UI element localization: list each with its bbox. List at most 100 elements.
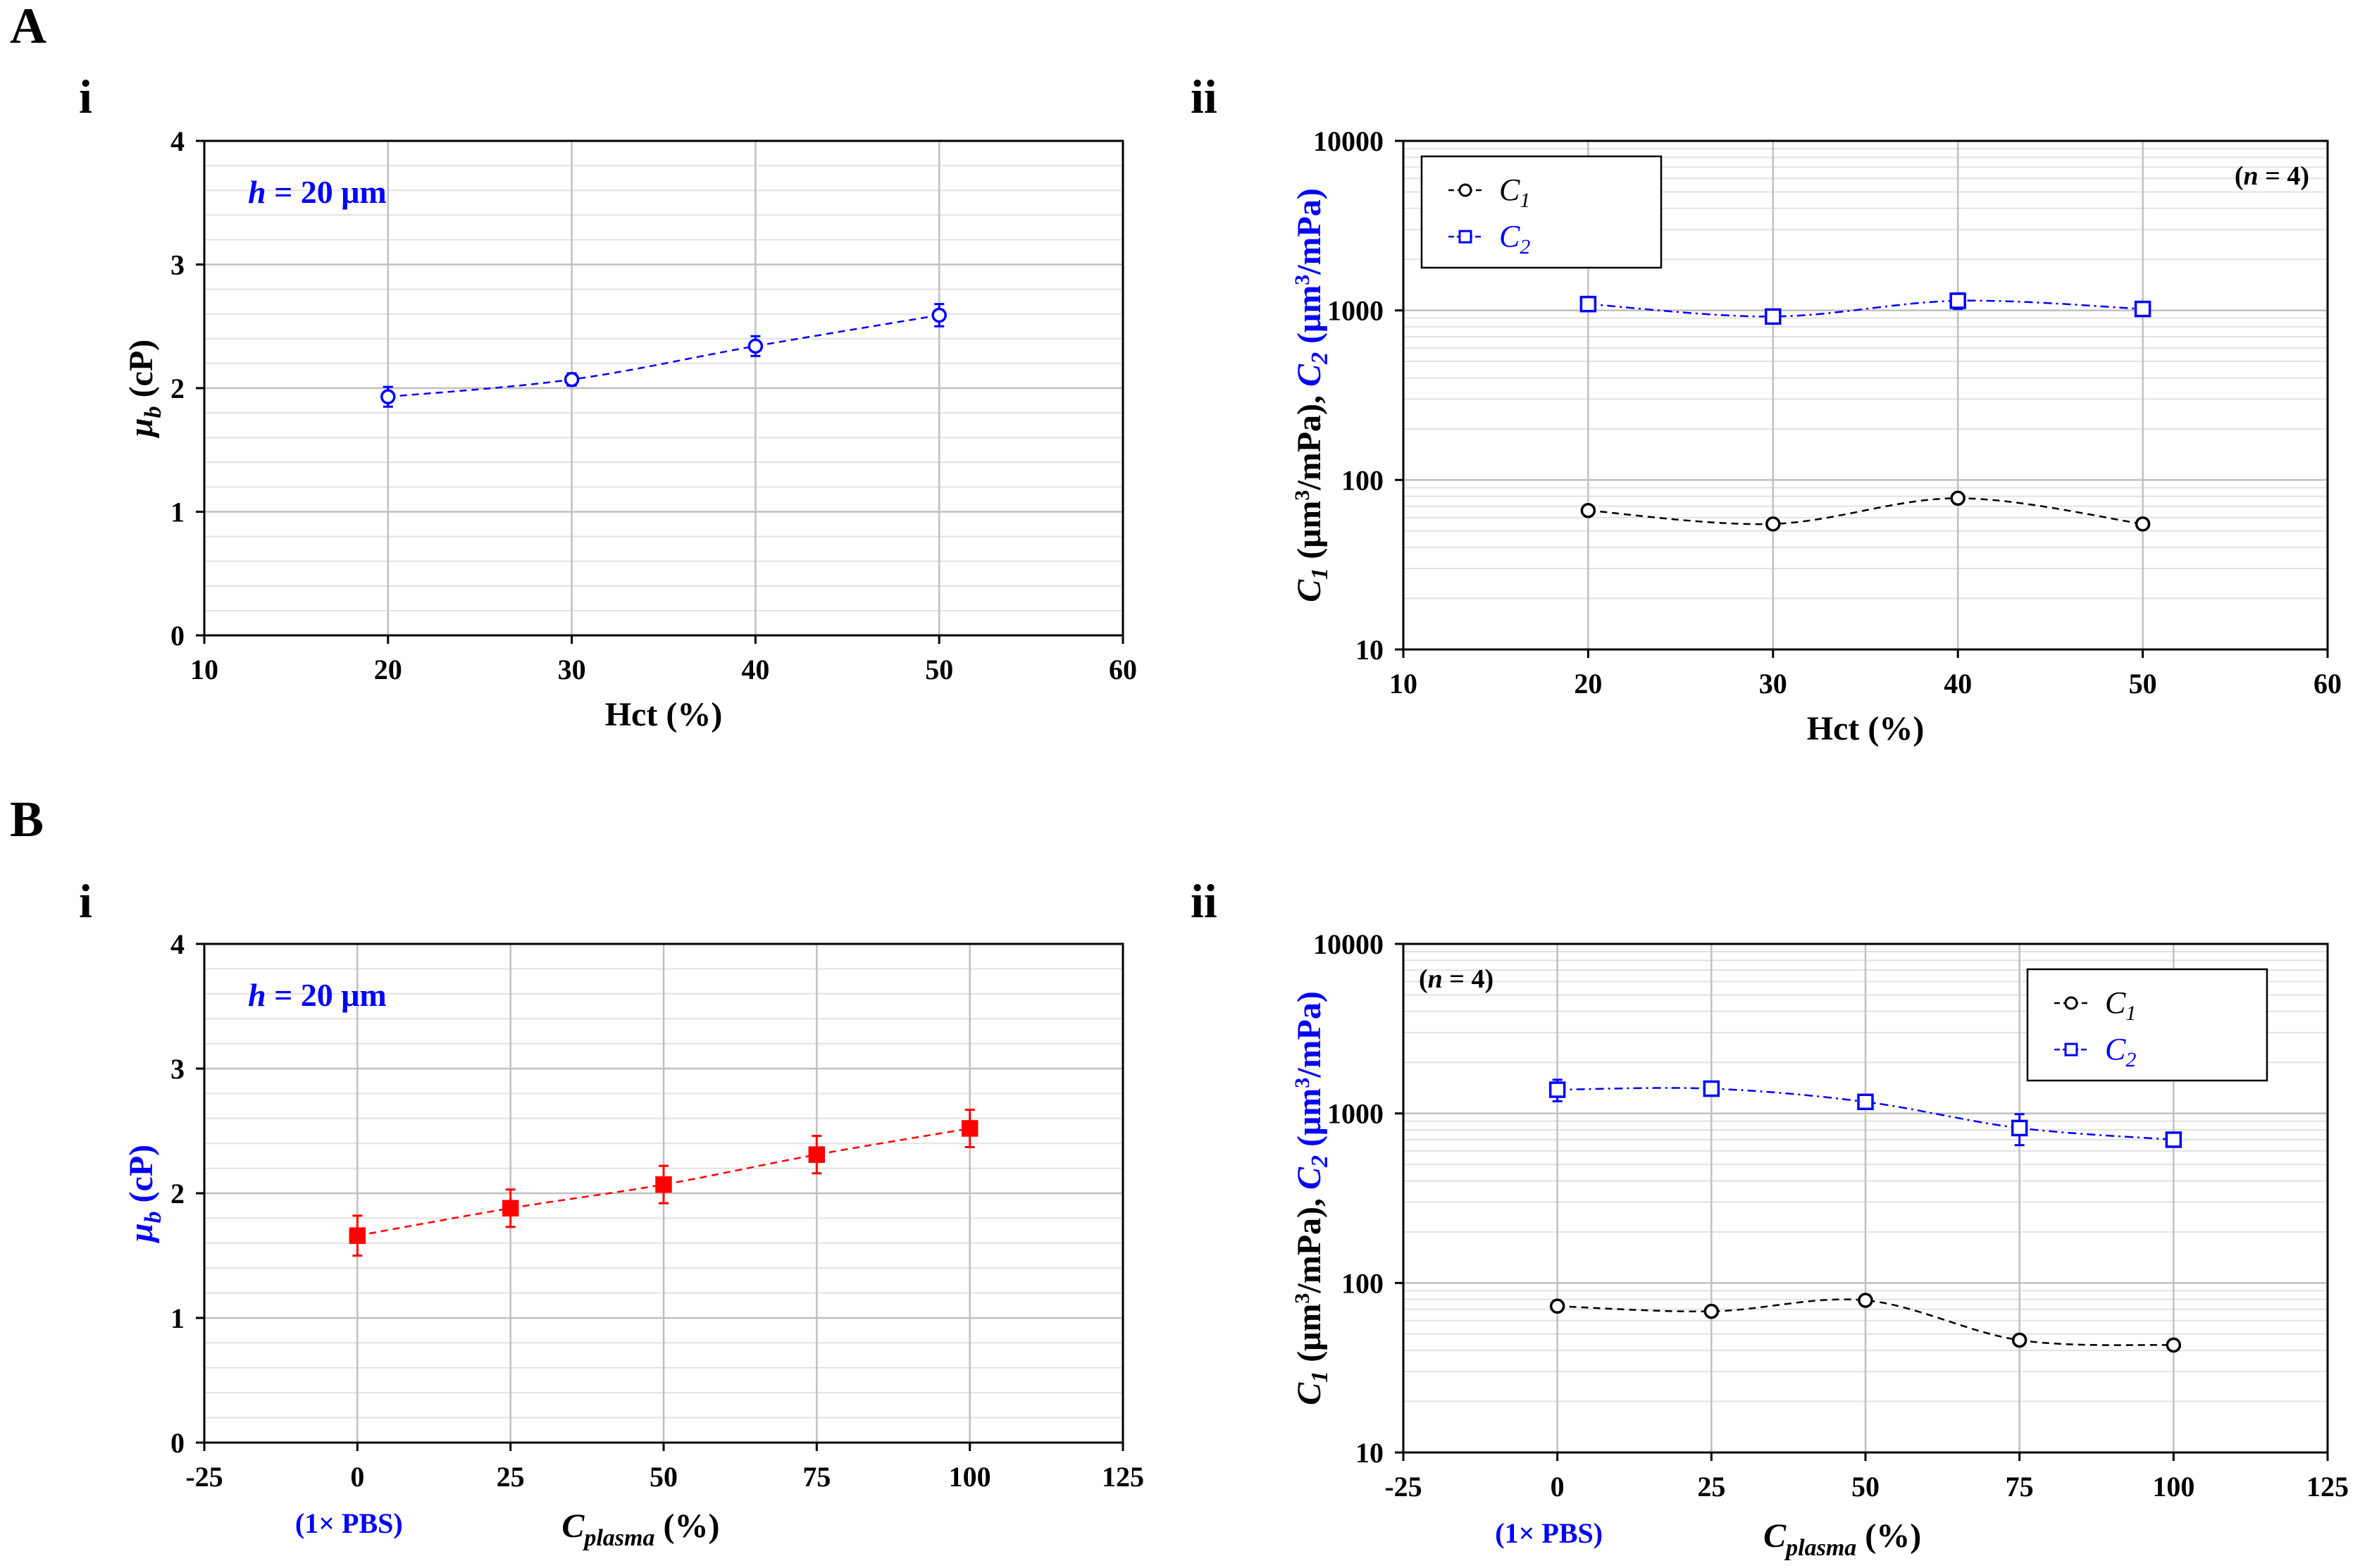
y-tick-label: 10000 xyxy=(1313,928,1384,960)
y-axis-label: μb (cP) xyxy=(123,340,166,439)
data-point xyxy=(1765,516,1781,532)
x-tick-label: 30 xyxy=(558,654,586,685)
chart-b-ii: ii -25 0 25 50 75 100 125 10 100 1000 10000 Cplasma … xyxy=(1191,874,2349,1561)
legend-marker xyxy=(2064,996,2078,1010)
x-tick-label: 0 xyxy=(350,1461,364,1493)
y-axis-label-part: μ xyxy=(123,418,160,439)
legend-label-part: 1 xyxy=(1520,189,1530,212)
legend-marker xyxy=(2064,1043,2078,1057)
legend-marker xyxy=(1458,230,1472,244)
panel-numeral-part: i xyxy=(79,70,92,123)
series-C1 xyxy=(1580,490,2151,532)
annotation-part: h xyxy=(248,977,266,1013)
data-point xyxy=(2166,1337,2182,1353)
panel-numeral: ii xyxy=(1191,70,1217,123)
x-tick-label: -25 xyxy=(1384,1471,1422,1502)
y-axis-label-part: 3 xyxy=(1291,1078,1314,1088)
series-line xyxy=(387,314,940,398)
y-axis-label-part: μ xyxy=(123,1223,160,1244)
y-axis-label-part: /mPa) xyxy=(1291,188,1328,275)
x-axis-label-part: plasma xyxy=(1784,1535,1856,1561)
y-axis-label-part: (μm xyxy=(1291,1304,1328,1371)
y-axis-label-part: b xyxy=(140,1211,166,1223)
y-tick-label: 2 xyxy=(170,373,185,404)
pbs-label: (1× PBS) xyxy=(1495,1517,1603,1549)
legend-label-part: C xyxy=(2105,1032,2126,1066)
x-tick-label-part: -25 xyxy=(1384,1471,1422,1502)
data-point xyxy=(2165,1131,2182,1148)
x-tick-label-part: 30 xyxy=(1759,668,1787,699)
x-axis-label: Cplasma (%) xyxy=(1763,1517,1921,1561)
panel-letter-a: A xyxy=(10,0,46,54)
legend-label-part: C xyxy=(1499,219,1520,254)
x-axis-label-part: Hct (%) xyxy=(605,696,723,733)
y-axis-label-part: C xyxy=(1291,1382,1328,1405)
x-tick-label-part: 0 xyxy=(350,1461,364,1493)
y-tick-label: 3 xyxy=(170,249,185,281)
y-tick-label-part: 1 xyxy=(170,497,185,528)
y-axis-label-part: 3 xyxy=(1291,490,1314,501)
n-label-part: = 4) xyxy=(1443,964,1493,994)
data-point xyxy=(2134,300,2151,318)
x-tick-label-part: 30 xyxy=(558,654,586,685)
legend-box xyxy=(1420,155,1663,269)
data-point xyxy=(2135,516,2151,532)
y-axis-label-part: 1 xyxy=(1307,1371,1333,1383)
annotation: h = 20 μm xyxy=(248,174,387,210)
data-point xyxy=(1703,1303,1720,1319)
y-tick-label: 4 xyxy=(170,928,185,960)
x-tick-label-part: 60 xyxy=(2314,668,2342,699)
data-point xyxy=(747,338,764,354)
y-axis-label-part: (μm xyxy=(1291,285,1328,352)
x-tick-label: 50 xyxy=(1851,1471,1880,1502)
y-tick-label: 0 xyxy=(170,620,185,652)
n-label-part: ( xyxy=(2235,161,2244,191)
series-line xyxy=(357,1127,970,1237)
legend-label: C2 xyxy=(1499,219,1530,259)
x-tick-label-part: 50 xyxy=(1851,1471,1880,1502)
x-axis-label: Hct (%) xyxy=(1807,710,1925,747)
y-tick-label: 2 xyxy=(170,1178,185,1209)
legend-label-part: C xyxy=(1499,173,1520,207)
y-tick-label-part: 4 xyxy=(170,125,185,157)
series-C1 xyxy=(1549,1293,2182,1353)
series-line xyxy=(1588,299,2143,318)
y-axis-label: C1 (μm3/mPa), C2 (μm3/mPa) xyxy=(1291,188,1333,602)
y-tick-label-part: 0 xyxy=(170,620,185,652)
y-axis-label-part: /mPa) xyxy=(1291,991,1328,1078)
series-μb xyxy=(380,303,947,408)
y-axis-label-part: 3 xyxy=(1291,275,1314,285)
data-point xyxy=(655,1176,672,1193)
x-tick-label: 125 xyxy=(2306,1471,2349,1502)
y-tick-label: 4 xyxy=(170,125,185,157)
x-tick-label: 75 xyxy=(802,1461,831,1493)
y-tick-label: 1 xyxy=(170,497,185,528)
x-axis-label-part: (%) xyxy=(654,1507,719,1545)
y-tick-label-part: 2 xyxy=(170,373,185,404)
data-point xyxy=(1579,295,1597,313)
y-tick-label-part: 3 xyxy=(170,249,185,281)
x-tick-label: 50 xyxy=(2129,668,2157,699)
y-tick-label-part: 10000 xyxy=(1313,928,1384,960)
x-tick-label-part: 25 xyxy=(1697,1471,1725,1502)
plot-frame xyxy=(1402,139,2329,651)
y-tick-label-part: 10 xyxy=(1355,634,1384,666)
y-tick-label-part: 3 xyxy=(170,1053,185,1085)
minor-gridlines xyxy=(204,165,1123,611)
x-tick-label-part: 100 xyxy=(949,1461,991,1493)
data-point xyxy=(931,307,947,323)
y-tick-label: 1000 xyxy=(1327,295,1384,327)
x-tick-label-part: 10 xyxy=(190,654,218,685)
y-axis-label-part: 2 xyxy=(1307,1155,1333,1168)
y-axis-label-part: /mPa), xyxy=(1291,1190,1328,1294)
series-C2 xyxy=(1548,1078,2182,1148)
y-tick-label-part: 4 xyxy=(170,928,185,960)
legend-label: C1 xyxy=(1499,173,1530,212)
y-axis-label-part: /mPa), xyxy=(1291,387,1328,491)
y-axis-label-part: (cP) xyxy=(123,1145,160,1212)
legend-label-part: C xyxy=(2105,985,2126,1020)
data-point xyxy=(961,1120,979,1137)
legend-label: C2 xyxy=(2105,1032,2136,1071)
data-point xyxy=(564,371,580,387)
